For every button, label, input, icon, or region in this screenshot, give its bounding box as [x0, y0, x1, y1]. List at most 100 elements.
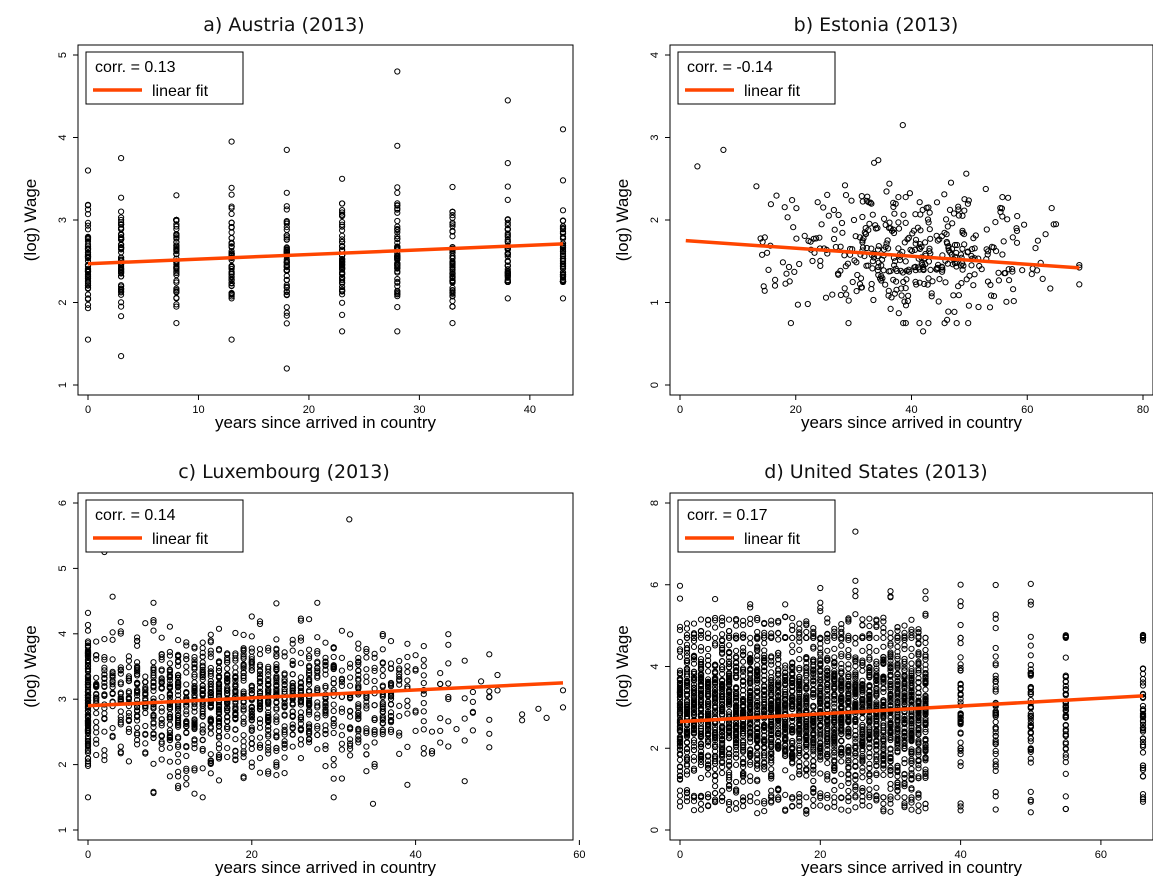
- data-point: [338, 732, 345, 739]
- data-point: [224, 704, 231, 712]
- data-point: [183, 774, 190, 782]
- data-point: [676, 646, 684, 653]
- data-point: [803, 622, 810, 629]
- data-point: [747, 798, 754, 805]
- data-point: [676, 756, 684, 764]
- data-point: [761, 749, 768, 756]
- data-point: [782, 767, 789, 774]
- data-point: [371, 727, 378, 734]
- data-point: [705, 652, 712, 660]
- data-point: [705, 742, 712, 750]
- data-point: [782, 673, 789, 681]
- data-point: [387, 717, 395, 725]
- data-point: [747, 709, 754, 716]
- data-point: [394, 202, 401, 209]
- data-point: [712, 726, 719, 733]
- data-point: [676, 709, 684, 717]
- data-point: [845, 661, 852, 668]
- data-point: [1010, 286, 1017, 293]
- data-point: [394, 225, 401, 233]
- data-point: [878, 277, 885, 284]
- data-point: [437, 680, 444, 688]
- data-point: [775, 785, 782, 792]
- data-point: [810, 669, 817, 677]
- data-point: [857, 275, 865, 282]
- data-point: [683, 653, 691, 660]
- data-point: [712, 614, 719, 622]
- data-point: [705, 739, 712, 746]
- data-point: [782, 702, 789, 709]
- data-point: [166, 758, 173, 765]
- data-point: [84, 226, 92, 233]
- data-point: [768, 757, 775, 764]
- data-point: [971, 245, 978, 252]
- data-point: [683, 730, 691, 738]
- data-point: [775, 617, 782, 625]
- data-point: [916, 199, 923, 206]
- data-point: [283, 236, 290, 243]
- data-point: [1039, 275, 1046, 282]
- data-point: [118, 285, 125, 292]
- data-point: [379, 632, 386, 640]
- data-point: [273, 704, 280, 712]
- data-point: [84, 682, 92, 689]
- data-point: [109, 725, 116, 732]
- data-point: [775, 636, 782, 643]
- y-tick-label: 4: [57, 631, 69, 637]
- data-point: [881, 215, 888, 222]
- data-point: [787, 320, 795, 327]
- data-point: [199, 710, 206, 717]
- data-point: [256, 684, 264, 691]
- data-point: [803, 772, 810, 779]
- data-point: [810, 802, 817, 810]
- data-point: [461, 657, 468, 664]
- data-point: [322, 731, 329, 738]
- data-point: [314, 699, 321, 706]
- data-point: [339, 277, 346, 284]
- data-point: [173, 216, 180, 224]
- data-point: [859, 616, 866, 623]
- data-point: [379, 719, 386, 727]
- data-point: [355, 671, 362, 679]
- data-point: [775, 693, 782, 700]
- data-point: [283, 365, 290, 372]
- data-point: [224, 650, 231, 657]
- data-point: [694, 163, 701, 170]
- data-point: [831, 700, 838, 707]
- data-point: [412, 727, 419, 735]
- data-point: [173, 232, 180, 239]
- data-point: [754, 762, 761, 769]
- data-point: [817, 722, 824, 729]
- data-point: [697, 762, 705, 769]
- data-point: [768, 732, 775, 739]
- data-point: [84, 234, 92, 241]
- data-point: [339, 219, 346, 226]
- data-point: [761, 619, 768, 627]
- data-point: [207, 647, 214, 654]
- data-point: [306, 735, 313, 743]
- data-point: [782, 806, 789, 813]
- data-point: [740, 794, 747, 801]
- data-point: [339, 259, 346, 266]
- data-point: [306, 671, 313, 679]
- data-point: [322, 639, 329, 646]
- data-point: [134, 692, 141, 699]
- data-point: [697, 687, 705, 694]
- data-point: [733, 632, 740, 639]
- data-point: [117, 619, 124, 626]
- data-point: [379, 716, 386, 723]
- x-axis-label: years since arrived in country: [215, 413, 437, 432]
- data-point: [118, 282, 125, 289]
- data-point: [683, 620, 691, 627]
- data-point: [338, 775, 345, 782]
- data-point: [248, 683, 255, 690]
- data-point: [1009, 234, 1016, 241]
- data-point: [796, 716, 803, 723]
- data-point: [449, 293, 456, 300]
- data-point: [690, 660, 698, 667]
- data-point: [719, 724, 726, 731]
- data-point: [504, 222, 511, 229]
- data-point: [936, 276, 943, 283]
- data-point: [789, 694, 796, 702]
